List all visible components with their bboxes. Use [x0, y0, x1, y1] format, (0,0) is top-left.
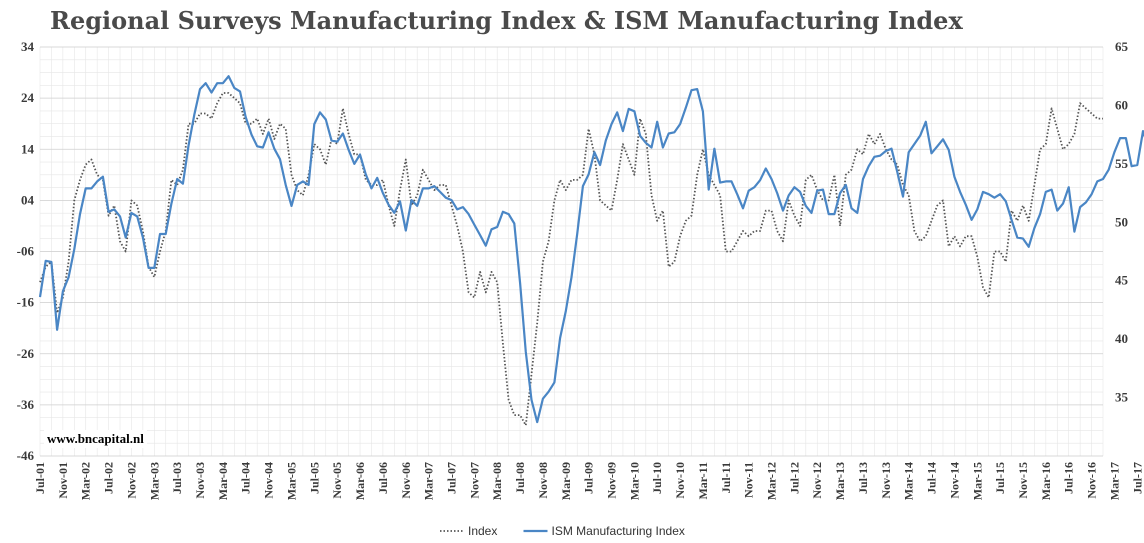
x-tick-label: Mar-02 — [79, 462, 93, 500]
y-left-tick-label: 24 — [21, 90, 35, 105]
x-tick-label: Jul-04 — [239, 462, 253, 494]
x-tick-label: Nov-10 — [673, 462, 687, 499]
x-tick-label: Jul-06 — [376, 462, 390, 494]
y-right-tick-label: 45 — [1115, 273, 1129, 288]
x-tick-label: Mar-11 — [696, 462, 710, 500]
y-left-tick-label: 04 — [21, 192, 35, 207]
x-tick-label: Nov-03 — [193, 462, 207, 499]
x-tick-label: Mar-08 — [490, 462, 504, 500]
x-tick-label: Nov-04 — [262, 462, 276, 499]
watermark: www.bncapital.nl — [44, 430, 147, 448]
x-tick-label: Mar-05 — [284, 462, 298, 500]
x-tick-label: Jul-15 — [993, 462, 1007, 494]
x-tick-label: Jul-08 — [513, 462, 527, 494]
x-tick-label: Nov-08 — [536, 462, 550, 499]
x-tick-label: Jul-03 — [170, 462, 184, 494]
x-tick-label: Mar-16 — [1039, 462, 1053, 500]
y-right-tick-label: 65 — [1115, 39, 1129, 54]
x-tick-label: Nov-12 — [810, 462, 824, 499]
x-tick-label: Mar-13 — [833, 462, 847, 500]
y-left-tick-label: 34 — [21, 39, 35, 54]
y-left-tick-label: 14 — [21, 141, 35, 156]
x-tick-label: Jul-11 — [719, 462, 733, 493]
x-tick-label: Jul-07 — [444, 462, 458, 494]
x-tick-label: Mar-03 — [147, 462, 161, 500]
x-tick-label: Jul-14 — [925, 462, 939, 494]
chart-title: Regional Surveys Manufacturing Index & I… — [50, 6, 963, 35]
y-left-tick-label: -06 — [17, 244, 35, 259]
x-tick-label: Jul-02 — [102, 462, 116, 494]
x-tick-label: Jul-17 — [1130, 462, 1144, 494]
x-tick-label: Mar-14 — [902, 462, 916, 500]
x-tick-label: Jul-10 — [650, 462, 664, 494]
x-tick-label: Nov-16 — [1085, 462, 1099, 499]
x-tick-label: Mar-04 — [216, 462, 230, 500]
x-tick-label: Nov-07 — [467, 462, 481, 499]
gridlines — [39, 46, 1104, 457]
y-left-tick-label: -46 — [17, 448, 35, 463]
y-left-tick-label: -16 — [17, 295, 35, 310]
x-tick-label: Mar-09 — [559, 462, 573, 500]
y-right-tick-label: 55 — [1115, 156, 1129, 171]
y-right-tick-label: 50 — [1115, 214, 1128, 229]
x-tick-label: Nov-01 — [56, 462, 70, 499]
x-tick-label: Jul-09 — [582, 462, 596, 494]
x-tick-label: Mar-12 — [765, 462, 779, 500]
legend-label: ISM Manufacturing Index — [552, 524, 685, 538]
x-tick-label: Mar-17 — [1107, 462, 1121, 500]
legend-label: Index — [468, 524, 497, 538]
x-tick-label: Jul-12 — [787, 462, 801, 494]
x-tick-label: Jul-13 — [856, 462, 870, 494]
legend: Index ISM Manufacturing Index — [440, 524, 685, 538]
x-tick-label: Nov-15 — [1016, 462, 1030, 499]
x-tick-label: Nov-11 — [742, 462, 756, 498]
y-right-tick-label: 60 — [1115, 97, 1128, 112]
y-left-tick-label: -26 — [17, 346, 35, 361]
y-right-tick-label: 35 — [1115, 390, 1129, 405]
x-tick-label: Nov-05 — [330, 462, 344, 499]
x-tick-label: Mar-15 — [970, 462, 984, 500]
series-line-index — [39, 92, 1103, 427]
x-tick-label: Jul-05 — [307, 462, 321, 494]
y-right-tick-label: 40 — [1115, 331, 1128, 346]
y-left-tick-label: -36 — [17, 397, 35, 412]
x-tick-label: Nov-09 — [605, 462, 619, 499]
axes: 34 24 14 04 -06 -16 -26 -36 -46 65 60 55 50 45 40 35 Jul… — [17, 39, 1144, 500]
x-tick-label: Nov-02 — [124, 462, 138, 499]
series-lines — [38, 75, 1144, 427]
x-tick-label: Nov-14 — [947, 462, 961, 499]
x-tick-label: Jul-01 — [33, 462, 47, 494]
x-tick-label: Mar-10 — [627, 462, 641, 500]
x-tick-label: Nov-06 — [399, 462, 413, 499]
x-tick-label: Mar-06 — [353, 462, 367, 500]
x-tick-label: Nov-13 — [879, 462, 893, 499]
x-tick-label: Jul-16 — [1062, 462, 1076, 494]
x-tick-label: Mar-07 — [422, 462, 436, 500]
series-line-ism — [38, 75, 1144, 424]
